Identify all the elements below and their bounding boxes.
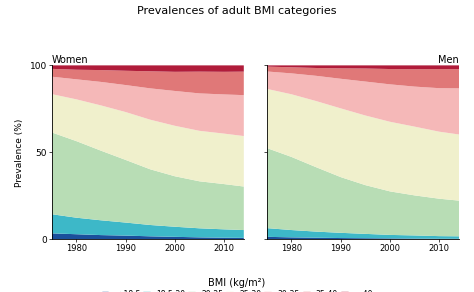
- Text: BMI (kg/m²): BMI (kg/m²): [209, 278, 265, 288]
- Y-axis label: Prevalence (%): Prevalence (%): [15, 118, 24, 187]
- Legend: < 18.5, 18.5-20, 20-25, 25-30, 30-35, 35-40, ≥ 40: < 18.5, 18.5-20, 20-25, 25-30, 30-35, 35…: [101, 289, 373, 292]
- Text: Women: Women: [52, 55, 88, 65]
- Text: Men: Men: [438, 55, 459, 65]
- Text: Prevalences of adult BMI categories: Prevalences of adult BMI categories: [137, 6, 337, 16]
